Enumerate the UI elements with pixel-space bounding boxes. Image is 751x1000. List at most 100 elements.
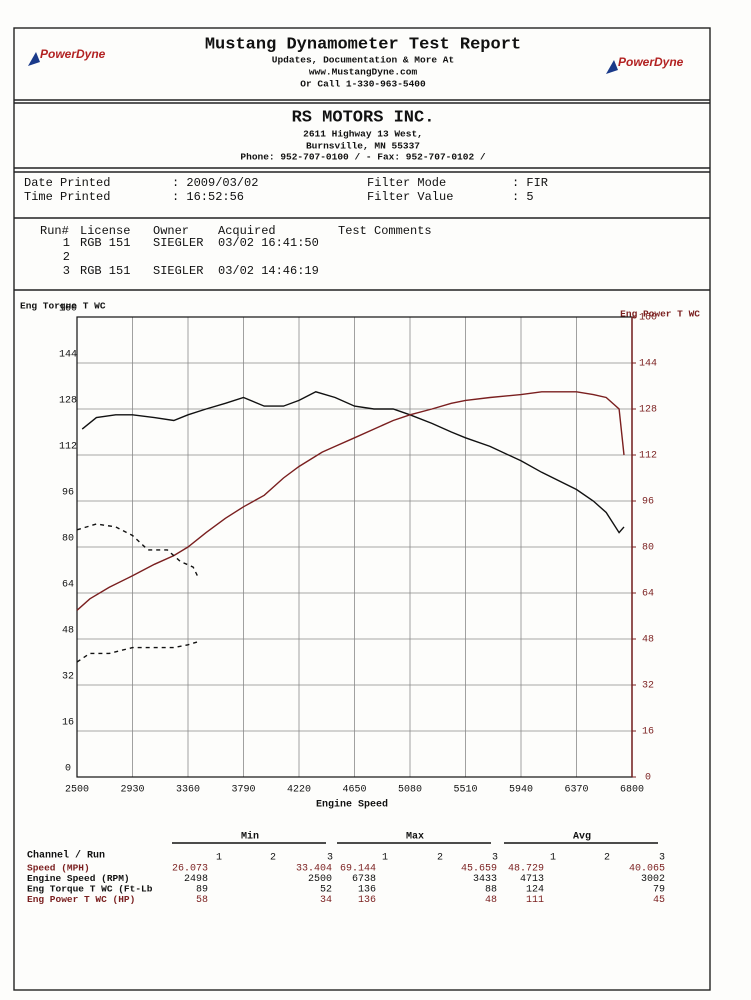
info-text: Time Printed <box>24 190 110 204</box>
y2-axis-label: Eng Power T WC <box>620 309 700 320</box>
logo: PowerDyne <box>618 55 684 69</box>
y-axis-label: Eng Torque T WC <box>20 301 106 312</box>
page-border <box>13 27 711 991</box>
run-number: 3 <box>327 853 333 864</box>
y-tick-label: 160 <box>59 304 77 315</box>
stats-row-name: Eng Torque T WC (Ft-Lb <box>27 884 153 895</box>
y-tick-label: 16 <box>62 718 74 729</box>
x-tick-label: 5940 <box>509 785 533 796</box>
runs-cell: 1 <box>63 236 70 250</box>
info-text: : 2009/03/02 <box>172 176 258 190</box>
runs-cell: RGB 151 <box>80 236 130 250</box>
y-tick-label: 32 <box>62 672 74 683</box>
series-line <box>76 391 625 611</box>
y2-tick-label: 32 <box>642 681 654 692</box>
stats-value: 6738 <box>352 874 376 885</box>
run-number: 2 <box>604 853 610 864</box>
series-line <box>76 523 199 577</box>
x-tick-label: 6800 <box>620 785 644 796</box>
stats-value: 26.073 <box>172 864 208 875</box>
stats-value: 3002 <box>641 874 665 885</box>
y2-tick-label: 64 <box>642 589 654 600</box>
x-axis-label: Engine Speed <box>316 799 388 811</box>
stats-value: 34 <box>320 895 332 906</box>
stats-value: 136 <box>358 885 376 896</box>
runs-header: Acquired <box>218 224 276 238</box>
x-tick-label: 4650 <box>342 785 366 796</box>
stats-value: 111 <box>526 895 544 906</box>
run-number: 1 <box>382 853 388 864</box>
runs-cell: RGB 151 <box>80 264 130 278</box>
stats-value: 136 <box>358 895 376 906</box>
y2-tick-label: 128 <box>639 405 657 416</box>
company-name: RS MOTORS INC. <box>292 108 435 127</box>
run-number: 2 <box>437 853 443 864</box>
runs-cell: SIEGLER <box>153 264 203 278</box>
info-text: : 5 <box>512 190 534 204</box>
stats-label: Channel / Run <box>27 850 105 862</box>
stats-value: 2498 <box>184 874 208 885</box>
stats-value: 33.404 <box>296 864 332 875</box>
x-tick-label: 5080 <box>398 785 422 796</box>
runs-header: Run# <box>40 224 69 238</box>
y2-tick-label: 112 <box>639 451 657 462</box>
run-number: 1 <box>550 853 556 864</box>
stats-value: 48 <box>485 895 497 906</box>
y-tick-label: 144 <box>59 350 77 361</box>
y-tick-label: 96 <box>62 488 74 499</box>
y-tick-label: 48 <box>62 626 74 637</box>
info-text: : FIR <box>512 176 548 190</box>
runs-cell: 3 <box>63 264 70 278</box>
series-line <box>76 641 198 663</box>
x-tick-label: 6370 <box>564 785 588 796</box>
logo: PowerDyne <box>40 47 106 61</box>
y2-tick-label: 144 <box>639 359 657 370</box>
stats-value: 40.065 <box>629 864 665 875</box>
run-number: 1 <box>216 853 222 864</box>
runs-cell: 03/02 14:46:19 <box>218 264 319 278</box>
stats-group: Max <box>406 832 424 843</box>
series-line <box>81 391 625 534</box>
stats-group: Min <box>241 831 259 843</box>
info-text: Date Printed <box>24 176 110 190</box>
stats-value: 88 <box>485 885 497 896</box>
stats-value: 4713 <box>520 874 544 885</box>
y2-tick-label: 160 <box>639 313 657 324</box>
y-tick-label: 64 <box>62 580 74 591</box>
stats-value: 2500 <box>308 874 332 885</box>
subtitle: Or Call 1-330-963-5400 <box>300 79 426 90</box>
subtitle: Updates, Documentation & More At <box>272 55 454 66</box>
info-text: Filter Value <box>367 190 453 204</box>
y2-tick-label: 0 <box>645 773 651 784</box>
x-tick-label: 3360 <box>176 785 200 796</box>
x-tick-label: 5510 <box>453 785 477 796</box>
y-tick-label: 112 <box>59 442 77 453</box>
stats-group: Avg <box>573 832 591 843</box>
y-tick-label: 0 <box>65 764 71 775</box>
runs-header: License <box>80 224 130 238</box>
company-line: Burnsville, MN 55337 <box>306 141 420 152</box>
runs-header: Test Comments <box>338 224 432 238</box>
runs-header: Owner <box>153 224 189 238</box>
run-number: 2 <box>270 853 276 864</box>
runs-cell: 03/02 16:41:50 <box>218 236 319 250</box>
runs-cell: SIEGLER <box>153 236 203 250</box>
stats-value: 52 <box>320 885 332 896</box>
run-number: 3 <box>492 853 498 864</box>
stats-row-name: Speed (MPH) <box>27 863 90 874</box>
stats-row-name: Engine Speed (RPM) <box>27 873 130 884</box>
stats-value: 89 <box>196 885 208 896</box>
y2-tick-label: 80 <box>642 543 654 554</box>
run-number: 3 <box>659 853 665 864</box>
y-tick-label: 80 <box>62 534 74 545</box>
x-tick-label: 2930 <box>120 785 144 796</box>
company-line: Phone: 952-707-0100 / - Fax: 952-707-010… <box>240 152 485 163</box>
x-tick-label: 3790 <box>231 785 255 796</box>
stats-value: 45 <box>653 895 665 906</box>
subtitle: www.MustangDyne.com <box>309 67 418 78</box>
company-line: 2611 Highway 13 West, <box>303 129 423 140</box>
y-tick-label: 128 <box>59 396 77 407</box>
x-tick-label: 2500 <box>65 785 89 796</box>
stats-value: 124 <box>526 885 544 896</box>
